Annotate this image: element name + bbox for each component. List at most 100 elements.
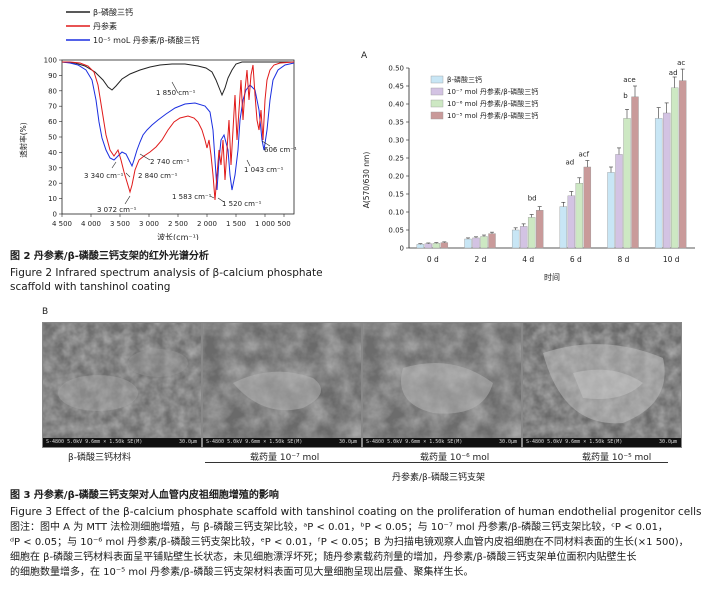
bar-0d-s3 xyxy=(440,242,449,249)
sem-label-1e-6: 载药量 10⁻⁶ mol xyxy=(420,453,490,463)
ir-x-tick-label: 1 000 xyxy=(255,220,275,228)
bar-y-tick-label: 0.40 xyxy=(388,101,404,109)
significance-label: ace xyxy=(623,76,635,84)
ir-x-tick-label: 4 500 xyxy=(52,220,72,228)
bar-y-tick-label: 0.35 xyxy=(388,119,404,127)
fig2-caption-en-2: scaffold with tanshinol coating xyxy=(10,281,171,293)
mtt-bar-chart: A A(570/630 nm) 0 0.05 0.10 0.15 0.20 0.25 0.3… xyxy=(361,51,695,282)
annotation-1850: 1 850 cm⁻¹ xyxy=(156,89,196,97)
fig3-note-2: ᵈP < 0.05；与 10⁻⁶ mol 丹参素/β-磷酸三钙支架比较，ᵉP <… xyxy=(10,537,689,548)
significance-label: ad xyxy=(565,159,574,167)
bar-10d-s3 xyxy=(678,80,687,249)
bar-6d-s3 xyxy=(583,166,592,249)
bar-8d-s3 xyxy=(631,96,639,249)
bar-y-tick-label: 0.25 xyxy=(388,155,404,163)
ir-annotations: 1 850 cm⁻¹ 2 740 cm⁻¹ 3 340 cm⁻¹ 2 840 c… xyxy=(84,81,297,214)
ir-y-tick-label: 0 xyxy=(53,211,57,219)
bar-legend-swatch xyxy=(430,99,444,108)
significance-label: acf xyxy=(579,151,590,159)
bar-x-ticks: 0 d 2 d 4 d 6 d 8 d 10 d xyxy=(427,255,680,264)
ir-x-tick-label: 2 500 xyxy=(168,220,188,228)
bar-x-tick-label: 4 d xyxy=(522,255,534,264)
bar-8d-s1 xyxy=(615,154,623,249)
ir-x-tick-label: 2 000 xyxy=(197,220,217,228)
bar-legend-label: β-磷酸三钙 xyxy=(447,75,482,84)
ir-y-tick-label: 20 xyxy=(48,180,57,188)
fig3-caption-en: Figure 3 Effect of the β-calcium phospha… xyxy=(10,506,702,518)
bar-y-tick-label: 0.05 xyxy=(388,227,404,235)
ir-x-tick-label: 1 500 xyxy=(226,220,246,228)
ir-y-tick-label: 30 xyxy=(48,164,57,172)
ir-legend: β-磷酸三钙 丹参素 10⁻⁵ moL 丹参素/β-磷酸三钙 xyxy=(66,7,200,45)
bar-y-tick-label: 0.45 xyxy=(388,83,404,91)
ir-y-tick-label: 10 xyxy=(48,195,57,203)
bar-2d-s2 xyxy=(480,236,488,249)
bar-8d-s2 xyxy=(623,118,631,249)
sem-scale-bar-1: S-4800 5.0kV 9.6mm × 1.50k SE(M) 30.0μm xyxy=(43,438,201,447)
bar-0d-s2 xyxy=(432,243,441,249)
significance-label: bd xyxy=(528,195,537,203)
sem-image-1e-6: S-4800 5.0kV 9.6mm × 1.50k SE(M) 30.0μm xyxy=(362,322,522,448)
bar-y-tick-label: 0.20 xyxy=(388,173,404,181)
ir-y-tick-label: 50 xyxy=(48,134,57,142)
fig2-caption-en-1: Figure 2 Infrared spectrum analysis of β… xyxy=(10,267,323,279)
bar-8d-s0 xyxy=(607,172,615,249)
legend-label-composite: 10⁻⁵ moL 丹参素/β-磷酸三钙 xyxy=(93,35,200,45)
bar-4d-s1 xyxy=(519,226,528,249)
significance-label: ac xyxy=(677,59,685,67)
bar-2d-s0 xyxy=(464,238,472,249)
fig3-note-1: 图注：图中 A 为 MTT 法检测细胞增殖，与 β-磷酸三钙支架比较，ᵃP < … xyxy=(10,522,668,533)
fig2-caption-cn: 图 2 丹参素/β-磷酸三钙支架的红外光谱分析 xyxy=(10,251,209,262)
group-bracket-line xyxy=(205,462,668,463)
bar-legend-label: 10⁻⁶ mol 丹参素/β-磷酸三钙 xyxy=(447,99,538,108)
bar-y-tick-label: 0.30 xyxy=(388,137,404,145)
sem-scale-bar-3: S-4800 5.0kV 9.6mm × 1.50k SE(M) 30.0μm xyxy=(363,438,521,447)
bar-0d-s0 xyxy=(416,244,425,249)
annotation-3340: 3 340 cm⁻¹ xyxy=(84,172,124,180)
annotation-3072: 3 072 cm⁻¹ xyxy=(97,206,137,214)
annotation-1520: 1 520 cm⁻¹ xyxy=(222,200,262,208)
sem-image-1e-5: S-4800 5.0kV 9.6mm × 1.50k SE(M) 30.0μm xyxy=(522,322,682,448)
group-label: 丹参素/β-磷酸三钙支架 xyxy=(392,473,486,483)
ir-x-tick-label: 3 000 xyxy=(139,220,159,228)
fig3-note-3: 细胞在 β-磷酸三钙材料表面呈平铺贴壁生长状态，未见细胞漂浮坏死；随丹参素载药剂… xyxy=(10,552,637,563)
ir-y-tick-label: 70 xyxy=(48,103,57,111)
ir-curve-tanshinol xyxy=(62,61,295,201)
bar-4d-s3 xyxy=(535,209,544,249)
ir-y-tick-label: 90 xyxy=(48,72,57,80)
ir-curve-tcp xyxy=(61,61,294,97)
panel-label-a: A xyxy=(361,51,368,61)
ir-x-tick-label: 3 500 xyxy=(110,220,130,228)
annotation-1583: 1 583 cm⁻¹ xyxy=(172,193,212,201)
ir-y-ticks: 0 10 20 30 40 50 60 70 80 90 100 xyxy=(44,57,62,219)
bar-legend-label: 10⁻⁵ mol 丹参素/β-磷酸三钙 xyxy=(447,111,538,120)
bar-0d-s1 xyxy=(424,243,433,249)
ir-curve-composite xyxy=(61,61,295,191)
ir-x-ticks: 4 500 4 000 3 500 3 000 2 500 2 000 1 500 1 000… xyxy=(52,214,291,228)
ir-y-tick-label: 60 xyxy=(48,118,57,126)
sem-label-1e-5: 载药量 10⁻⁵ mol xyxy=(582,453,652,463)
ir-y-axis-label: 透射率(%) xyxy=(18,122,28,158)
bar-x-tick-label: 6 d xyxy=(570,255,582,264)
ir-x-tick-label: 500 xyxy=(277,220,290,228)
ir-plot-frame xyxy=(61,59,295,215)
legend-label-tcp: β-磷酸三钙 xyxy=(93,7,133,17)
ir-x-tick-label: 4 000 xyxy=(81,220,101,228)
sem-image-tcp: S-4800 5.0kV 9.6mm × 1.50k SE(M) 30.0μm xyxy=(42,322,202,448)
bar-6d-s0 xyxy=(559,206,568,249)
sem-label-1e-7: 载药量 10⁻⁷ mol xyxy=(250,453,320,463)
annotation-1043: 1 043 cm⁻¹ xyxy=(244,166,284,174)
fig3-caption-cn: 图 3 丹参素/β-磷酸三钙支架对人血管内皮祖细胞增殖的影响 xyxy=(10,490,279,501)
bar-4d-s2 xyxy=(527,217,536,249)
significance-label: b xyxy=(623,92,628,100)
annotation-2740: 2 740 cm⁻¹ xyxy=(150,158,190,166)
legend-label-tanshinol: 丹参素 xyxy=(93,21,117,31)
bar-x-tick-label: 0 d xyxy=(427,255,439,264)
bar-x-tick-label: 8 d xyxy=(618,255,630,264)
bar-6d-s2 xyxy=(575,182,584,249)
bar-x-tick-label: 2 d xyxy=(475,255,487,264)
sem-scale-bar-2: S-4800 5.0kV 9.6mm × 1.50k SE(M) 30.0μm xyxy=(203,438,361,447)
ir-y-tick-label: 40 xyxy=(48,149,57,157)
bar-y-tick-label: 0.50 xyxy=(388,65,404,73)
sem-scale-bar-4: S-4800 5.0kV 9.6mm × 1.50k SE(M) 30.0μm xyxy=(523,438,681,447)
